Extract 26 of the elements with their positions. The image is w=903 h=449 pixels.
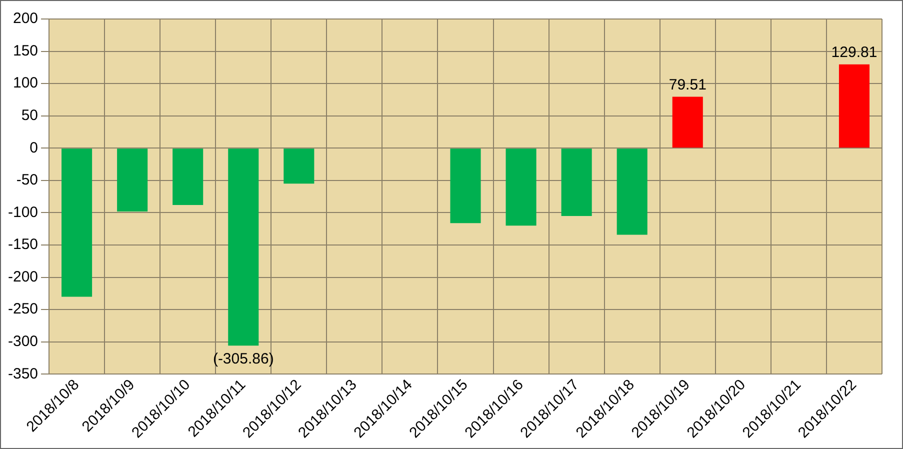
y-tick-label: -150	[8, 236, 38, 254]
bar	[228, 148, 259, 346]
bar	[450, 148, 481, 224]
bar	[506, 148, 536, 226]
data-label: (-305.86)	[212, 350, 274, 368]
y-tick-label: -50	[16, 172, 38, 189]
bar	[117, 148, 148, 212]
bar	[672, 96, 703, 148]
y-tick-label: 100	[12, 74, 38, 92]
bar	[838, 64, 870, 148]
bar	[561, 148, 592, 216]
y-tick-label: -250	[8, 300, 38, 318]
bar	[616, 148, 648, 235]
data-label: 129.81	[831, 44, 878, 61]
bar	[172, 148, 204, 205]
y-tick-label: 200	[12, 10, 38, 28]
y-tick-label: 50	[21, 107, 38, 124]
y-tick-label: 150	[12, 42, 38, 60]
y-tick-label: -300	[8, 333, 38, 350]
data-label: 79.51	[668, 76, 706, 94]
y-tick-label: -100	[8, 204, 38, 221]
y-tick-label: 0	[30, 139, 38, 156]
y-tick-label: -200	[8, 268, 38, 286]
bar	[284, 148, 314, 184]
y-tick-label: -350	[8, 365, 38, 382]
bar	[62, 148, 92, 297]
